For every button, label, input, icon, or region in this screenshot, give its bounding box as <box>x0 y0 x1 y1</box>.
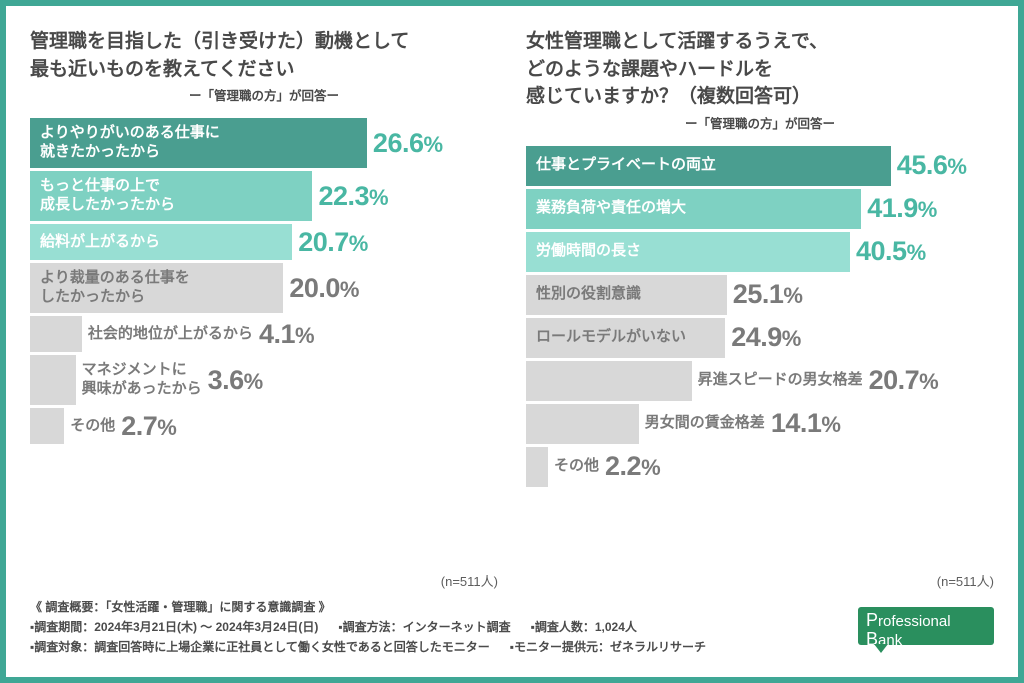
bar: 労働時間の長さ <box>526 232 850 272</box>
bar-value: 20.7% <box>298 227 368 258</box>
right-title: 女性管理職として活躍するうえで、 どのような課題やハードルを 感じていますか？（… <box>526 28 994 111</box>
bar <box>526 361 692 401</box>
bar-label: 社会的地位が上がるから <box>88 325 253 344</box>
bar-value: 45.6% <box>897 150 967 181</box>
bar-value: 40.5% <box>856 236 926 267</box>
logo-tail-icon <box>874 644 888 653</box>
infographic-frame: 管理職を目指した（引き受けた）動機として 最も近いものを教えてください ー「管理… <box>0 0 1024 683</box>
bar-row: 男女間の賃金格差 14.1% <box>526 404 994 444</box>
right-bars: 仕事とプライベートの両立45.6%業務負荷や責任の増大41.9%労働時間の長さ4… <box>526 146 994 588</box>
footer-item: ▪調査期間：2024年3月21日(木) ～ 2024年3月24日(日) <box>30 618 318 638</box>
columns: 管理職を目指した（引き受けた）動機として 最も近いものを教えてください ー「管理… <box>30 28 994 588</box>
left-n: (n=511人) <box>441 571 498 590</box>
footer-item: ▪調査方法：インターネット調査 <box>338 618 510 638</box>
bar-value: 14.1% <box>771 408 841 439</box>
logo-box: Professional Bank <box>858 607 994 645</box>
bar-value: 41.9% <box>867 193 937 224</box>
footer-items: ▪調査期間：2024年3月21日(木) ～ 2024年3月24日(日) ▪調査方法… <box>30 618 994 658</box>
bar-value: 26.6% <box>373 128 443 159</box>
bar-row: もっと仕事の上で 成長したかったから22.3% <box>30 171 498 221</box>
bar-label: その他 <box>554 457 599 476</box>
bar <box>30 408 64 444</box>
bar-value: 24.9% <box>731 322 801 353</box>
bar <box>30 355 76 405</box>
bar-value: 25.1% <box>733 279 803 310</box>
logo: Professional Bank <box>858 607 994 653</box>
bar-value: 2.7% <box>121 411 176 442</box>
footer: 《 調査概要：「女性活躍・管理職」に関する意識調査 》 ▪調査期間：2024年3… <box>30 598 994 657</box>
footer-item: ▪モニター提供元：ゼネラルリサーチ <box>510 638 706 658</box>
bar-row: 社会的地位が上がるから 4.1% <box>30 316 498 352</box>
bar-row: ロールモデルがいない24.9% <box>526 318 994 358</box>
right-subtitle: ー「管理職の方」が回答ー <box>526 113 994 132</box>
bar: 仕事とプライベートの両立 <box>526 146 891 186</box>
bar <box>30 316 82 352</box>
bar: 給料が上がるから <box>30 224 292 260</box>
bar-row: 性別の役割意識25.1% <box>526 275 994 315</box>
logo-p: P <box>866 610 878 630</box>
bar-row: 昇進スピードの男女格差 20.7% <box>526 361 994 401</box>
bar-row: 業務負荷や責任の増大41.9% <box>526 189 994 229</box>
bar-row: より裁量のある仕事を したかったから20.0% <box>30 263 498 313</box>
bar <box>526 447 548 487</box>
left-bars: よりやりがいのある仕事に 就きたかったから26.6%もっと仕事の上で 成長したか… <box>30 118 498 588</box>
bar: 性別の役割意識 <box>526 275 727 315</box>
bar: 業務負荷や責任の増大 <box>526 189 861 229</box>
footer-item: ▪調査対象：調査回答時に上場企業に正社員として働く女性であると回答したモニター <box>30 638 490 658</box>
bar-label: 男女間の賃金格差 <box>645 414 765 433</box>
footer-item: ▪調査人数：1,024人 <box>531 618 637 638</box>
bar: よりやりがいのある仕事に 就きたかったから <box>30 118 367 168</box>
bar-value: 20.0% <box>289 273 359 304</box>
bar-value: 3.6% <box>208 365 263 396</box>
bar-value: 22.3% <box>318 181 388 212</box>
footer-heading: 《 調査概要：「女性活躍・管理職」に関する意識調査 》 <box>30 598 994 618</box>
left-subtitle: ー「管理職の方」が回答ー <box>30 85 498 104</box>
left-title: 管理職を目指した（引き受けた）動機として 最も近いものを教えてください <box>30 28 498 83</box>
bar-label: その他 <box>70 417 115 436</box>
bar: ロールモデルがいない <box>526 318 725 358</box>
bar-value: 2.2% <box>605 451 660 482</box>
bar-row: 給料が上がるから20.7% <box>30 224 498 260</box>
bar: もっと仕事の上で 成長したかったから <box>30 171 312 221</box>
right-n: (n=511人) <box>937 571 994 590</box>
bar-row: マネジメントに 興味があったから3.6% <box>30 355 498 405</box>
logo-line1-rest: rofessional <box>878 613 951 630</box>
bar-label: マネジメントに 興味があったから <box>82 361 202 399</box>
bar-row: 仕事とプライベートの両立45.6% <box>526 146 994 186</box>
bar-value: 20.7% <box>869 365 939 396</box>
bar-value: 4.1% <box>259 319 314 350</box>
bar-row: その他 2.2% <box>526 447 994 487</box>
left-chart: 管理職を目指した（引き受けた）動機として 最も近いものを教えてください ー「管理… <box>30 28 498 588</box>
bar-row: 労働時間の長さ40.5% <box>526 232 994 272</box>
bar-row: よりやりがいのある仕事に 就きたかったから26.6% <box>30 118 498 168</box>
right-chart: 女性管理職として活躍するうえで、 どのような課題やハードルを 感じていますか？（… <box>526 28 994 588</box>
bar-label: 昇進スピードの男女格差 <box>698 371 863 390</box>
bar-row: その他 2.7% <box>30 408 498 444</box>
bar <box>526 404 639 444</box>
bar: より裁量のある仕事を したかったから <box>30 263 283 313</box>
